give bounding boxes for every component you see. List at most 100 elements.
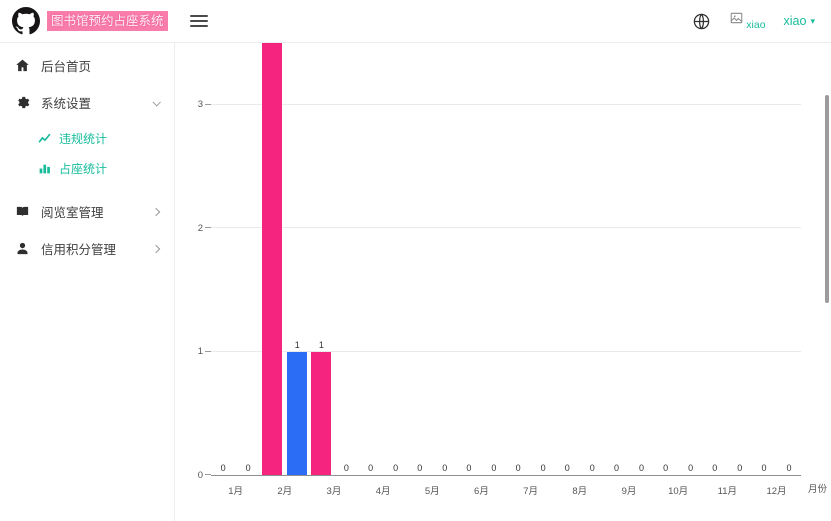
- app-title[interactable]: 图书馆预约占座系统: [47, 10, 168, 32]
- bar-slot: 0: [238, 43, 258, 475]
- bar-slot: 0: [730, 43, 750, 475]
- x-axis-title: 月份: [807, 484, 827, 495]
- main-content: 0123004110000000000000000000 1月2月3月4月5月6…: [175, 43, 831, 521]
- x-tick-label: 8月: [572, 486, 588, 497]
- topbar-brand-area: 图书馆预约占座系统: [0, 7, 175, 35]
- bar-value-label: 0: [786, 463, 792, 473]
- sidebar-item-label: 后台首页: [41, 60, 92, 74]
- sidebar-item-credit-points[interactable]: 信用积分管理: [0, 230, 174, 267]
- scrollbar-thumb[interactable]: [825, 95, 829, 303]
- sidebar-item-seat-stats[interactable]: 占座统计: [38, 153, 174, 183]
- home-icon: [15, 58, 30, 73]
- broken-image-icon: [729, 11, 744, 25]
- topbar-actions: xiao xiao ▾: [692, 11, 831, 31]
- avatar[interactable]: xiao: [729, 11, 766, 31]
- sidebar-item-home[interactable]: 后台首页: [0, 47, 174, 84]
- x-tick-label: 10月: [668, 486, 689, 497]
- sidebar-item-label: 信用积分管理: [41, 243, 117, 257]
- bar-value-label: 0: [393, 463, 399, 473]
- sidebar-item-reading-room[interactable]: 阅览室管理: [0, 193, 174, 230]
- bar-slot: 0: [656, 43, 676, 475]
- y-tick-mark: [205, 350, 211, 352]
- y-tick-label: 2: [197, 222, 203, 234]
- bar-value-label: 0: [515, 463, 521, 473]
- chevron-right-icon: [151, 244, 161, 253]
- book-icon: [15, 204, 30, 219]
- bar-value-label: 0: [589, 463, 595, 473]
- bar-value-label: 0: [613, 463, 619, 473]
- sidebar-item-violation-stats[interactable]: 违规统计: [38, 123, 174, 153]
- user-icon: [15, 241, 30, 256]
- x-tick-label: 5月: [424, 486, 440, 497]
- bar-slot: 0: [606, 43, 626, 475]
- y-tick-mark: [205, 227, 211, 229]
- bar-slot: 0: [459, 43, 479, 475]
- bar-value-label: 0: [466, 463, 472, 473]
- x-tick-label: 9月: [621, 486, 637, 497]
- x-tick-label: 2月: [277, 486, 293, 497]
- github-icon[interactable]: [12, 7, 40, 35]
- sidebar-item-label: 阅览室管理: [41, 206, 104, 220]
- bar-value-label: 0: [663, 463, 669, 473]
- bar-value-label: 1: [294, 339, 300, 350]
- sidebar-item-settings[interactable]: 系统设置: [0, 84, 174, 121]
- gridline: [211, 350, 801, 352]
- gear-icon: [15, 95, 30, 110]
- avatar-alt-text: xiao: [746, 19, 766, 31]
- x-tick-label: 12月: [766, 486, 787, 497]
- user-dropdown[interactable]: xiao ▾: [784, 14, 815, 28]
- y-tick-mark: [205, 474, 211, 475]
- sidebar-item-label: 占座统计: [59, 161, 108, 176]
- bar-value-label: 0: [761, 463, 767, 473]
- bar-slot: 0: [435, 43, 455, 475]
- username: xiao: [783, 14, 807, 28]
- x-tick-label: 3月: [326, 486, 342, 497]
- hamburger-icon[interactable]: [190, 15, 208, 27]
- globe-icon[interactable]: [692, 12, 711, 31]
- y-tick-label: 1: [197, 345, 203, 357]
- chevron-down-icon: [152, 97, 161, 107]
- bar-slot: 0: [557, 43, 577, 475]
- sidebar-item-label: 违规统计: [59, 131, 108, 146]
- chevron-down-icon: ▾: [810, 15, 815, 26]
- x-tick-label: 1月: [228, 486, 243, 497]
- bar-value-label: 0: [688, 463, 694, 473]
- bar-value-label: 0: [712, 463, 718, 473]
- y-tick-label: 3: [197, 98, 203, 110]
- bar-slot: 0: [582, 43, 602, 475]
- bar-value-label: 1: [318, 339, 324, 350]
- bar-slot: 0: [508, 43, 528, 475]
- bar: [287, 351, 308, 475]
- gridline: [211, 227, 801, 229]
- sidebar-item-label: 系统设置: [41, 97, 92, 111]
- x-tick-label: 7月: [523, 486, 539, 497]
- bar-value-label: 0: [638, 463, 644, 473]
- bar: [311, 351, 332, 475]
- bar-slot: 0: [213, 43, 233, 475]
- bar-slot: 0: [533, 43, 553, 475]
- bar-chart: 0123004110000000000000000000: [198, 43, 801, 479]
- bar-chart-icon: [38, 162, 51, 175]
- bar: [262, 43, 283, 475]
- bar-value-label: 0: [220, 463, 226, 473]
- bar-value-label: 0: [368, 463, 374, 473]
- y-tick-mark: [205, 103, 211, 105]
- bar-slot: 0: [631, 43, 651, 475]
- topbar: 图书馆预约占座系统 xiao xiao ▾: [0, 0, 831, 43]
- x-tick-label: 4月: [375, 486, 391, 497]
- bar-slot: 0: [361, 43, 381, 475]
- bar-value-label: 0: [737, 463, 743, 473]
- plot-area: 0123004110000000000000000000: [198, 43, 801, 479]
- bar-slot: 0: [410, 43, 430, 475]
- bar-slot: 4: [262, 43, 283, 475]
- bar-value-label: 0: [564, 463, 570, 473]
- line-chart-icon: [38, 132, 51, 145]
- bar-slot: 1: [311, 43, 332, 475]
